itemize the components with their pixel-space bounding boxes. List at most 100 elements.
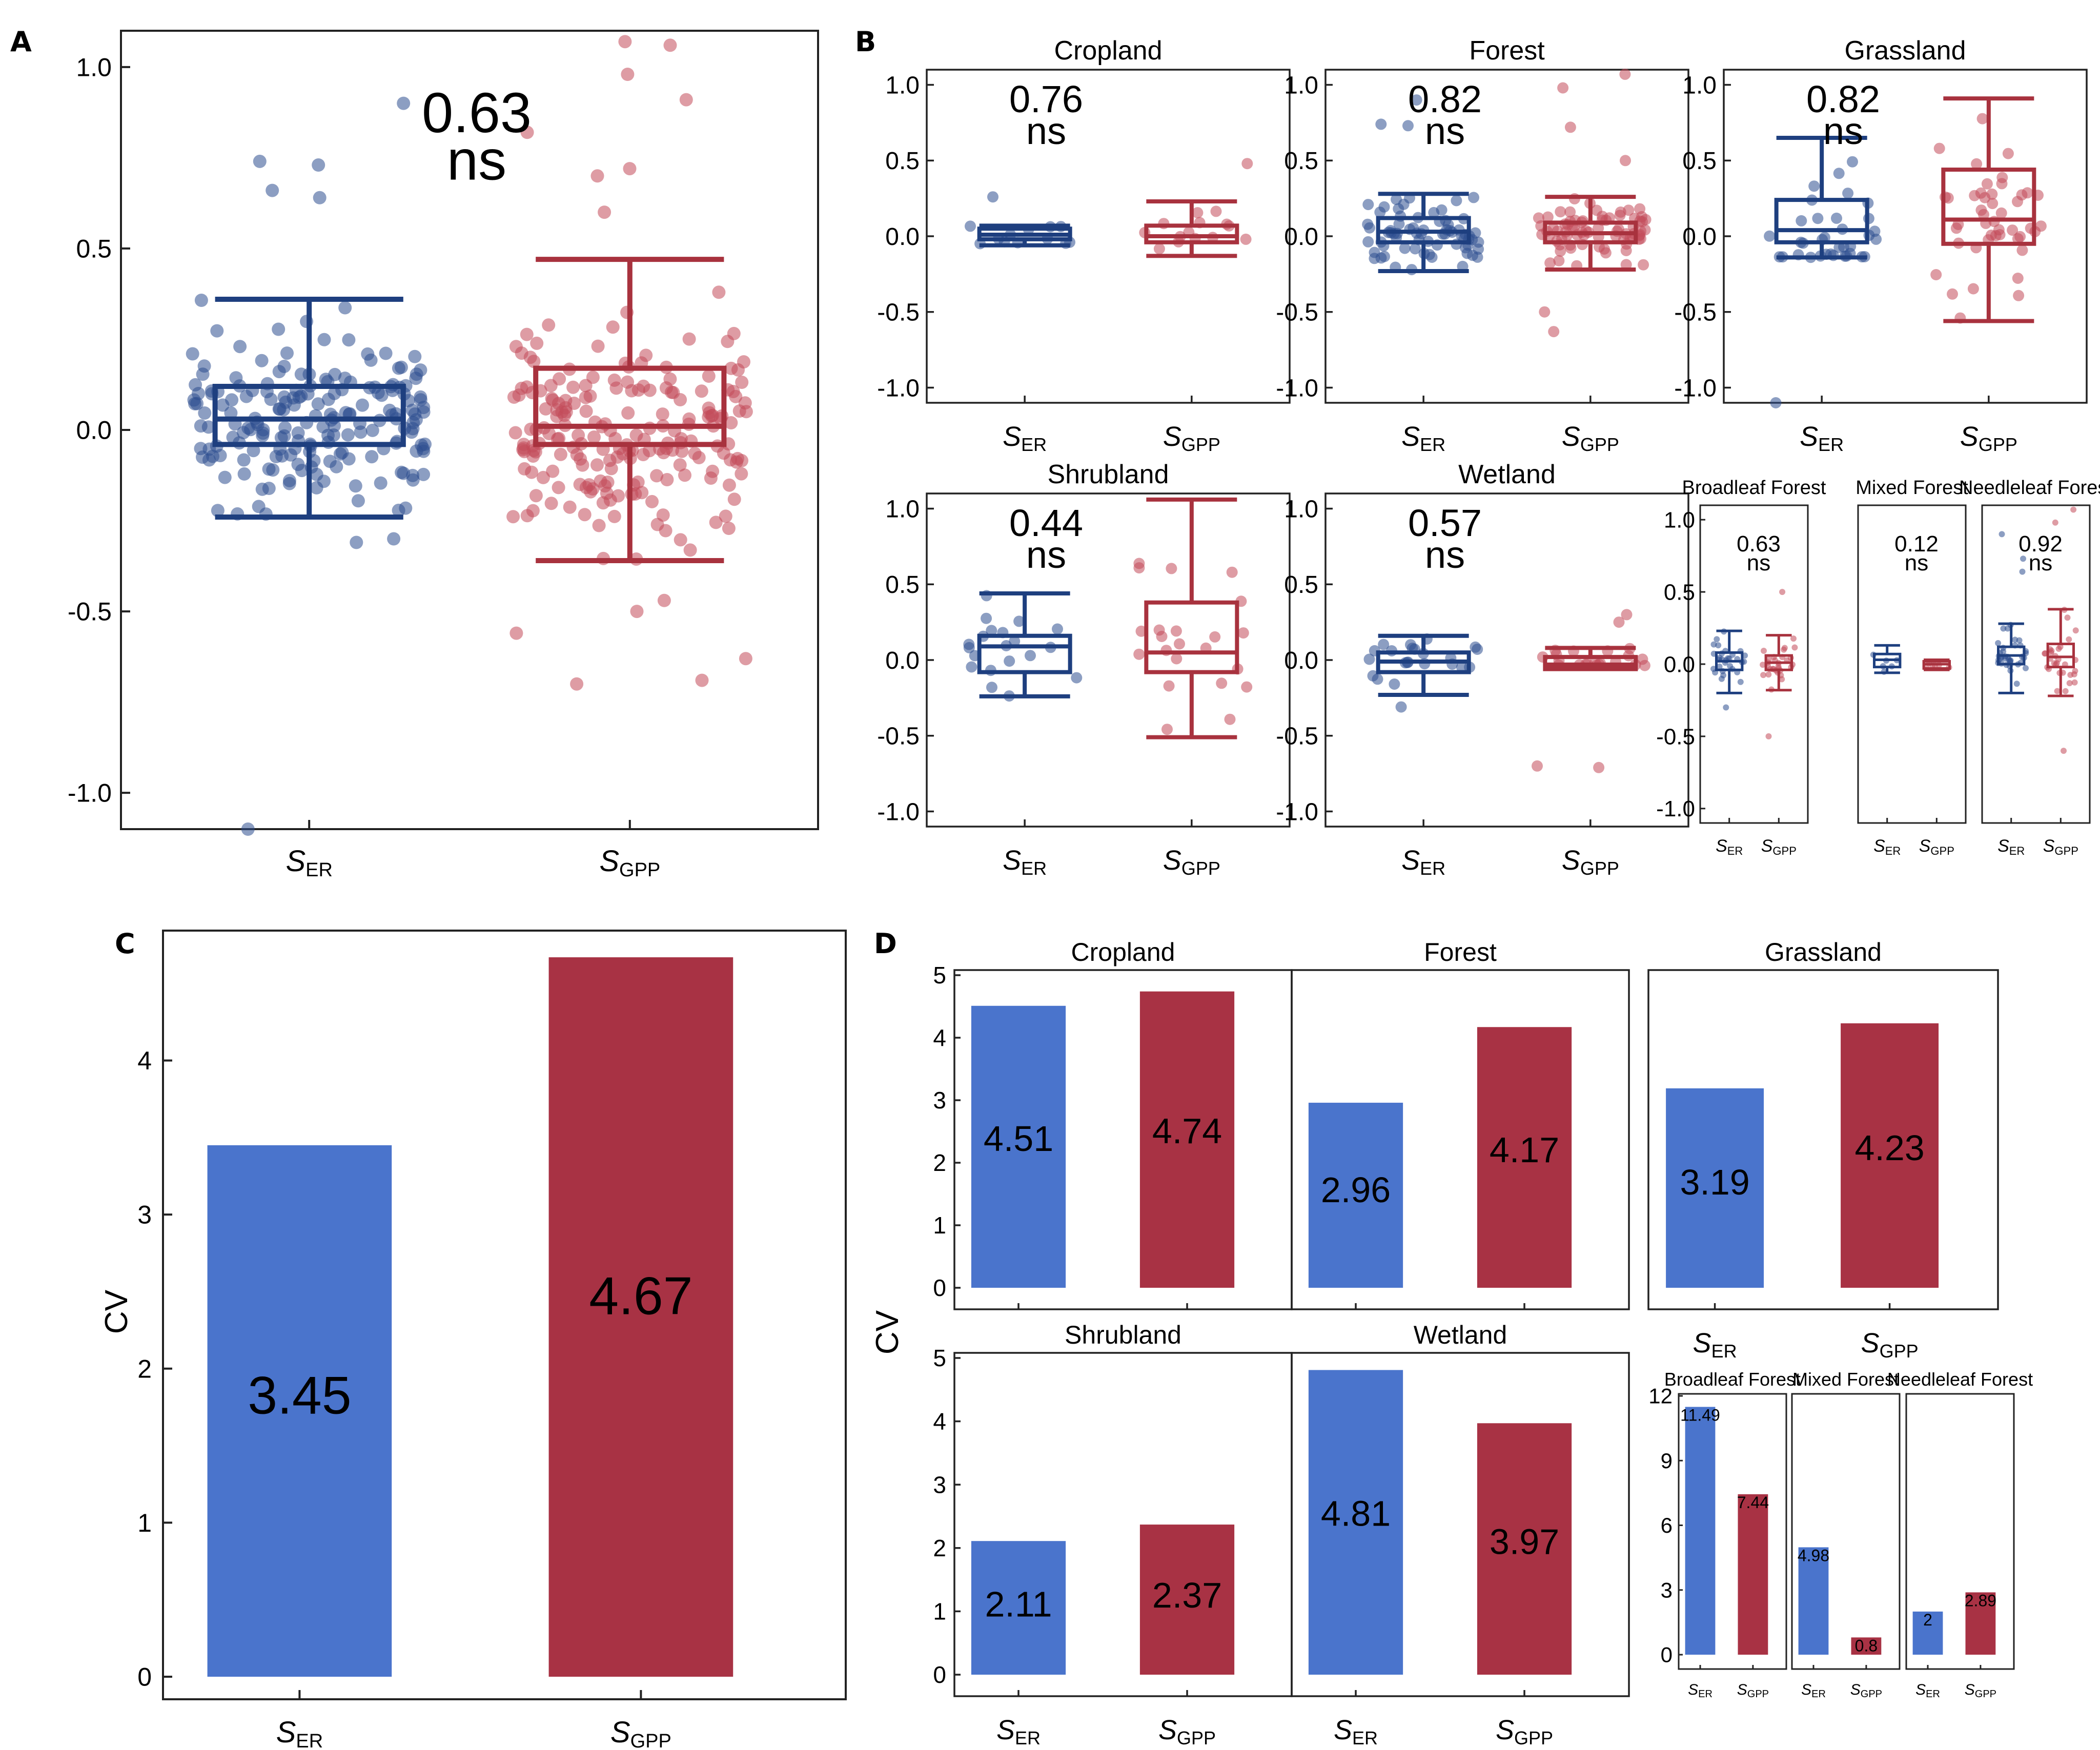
panel-a-point — [202, 453, 216, 467]
panel-b-inset-2-point — [2000, 625, 2007, 632]
panel-a-point — [365, 450, 379, 464]
panel-d-cropland-ytick-label: 3 — [933, 1087, 946, 1114]
panel-b-cropland-ytick-label: 0.0 — [885, 223, 920, 251]
panel-b-inset-1-frame — [1857, 504, 1967, 824]
panel-b-shrubland-point — [1237, 627, 1249, 639]
panel-a-point — [722, 522, 736, 535]
panel-b-inset-2-point — [2048, 649, 2054, 656]
panel-d-inset-2-xlabel-sub: ER — [1926, 1689, 1940, 1700]
panel-a-point — [237, 467, 251, 481]
panel-b-inset-1-xlabel-main: S — [1873, 836, 1885, 856]
panel-a-point — [272, 365, 286, 379]
panel-b-forest-point — [1369, 246, 1380, 258]
panel-a-point — [311, 397, 325, 411]
panel-b-forest-ytick-label: -1.0 — [1276, 375, 1318, 402]
panel-b-inset-0-pvalue: 0.63 — [1737, 531, 1781, 557]
panel-c-xlabel: SGPP — [610, 1716, 671, 1750]
panel-b-wetland-point — [1532, 760, 1543, 772]
panel-a-point — [397, 96, 411, 110]
panel-b-grassland-point — [1842, 188, 1854, 199]
panel-d-grassland-xlabel: SGPP — [1861, 1328, 1919, 1362]
panel-c-xlabel-main: S — [610, 1716, 630, 1749]
panel-b-grassland-point — [1987, 198, 1999, 210]
panel-b-shrubland-point — [1209, 631, 1221, 643]
panel-b-shrubland-point — [1161, 724, 1173, 735]
panel-b-wetland-point — [1395, 701, 1407, 713]
panel-a-point — [721, 335, 735, 348]
panel-a-point — [702, 406, 716, 420]
panel-d-wetland-xlabel: SER — [1334, 1715, 1378, 1748]
panel-d-inset-0-xlabel-sub: GPP — [1747, 1689, 1769, 1700]
panel-d-inset-1-frame — [1791, 1393, 1901, 1670]
panel-a-point — [621, 68, 635, 81]
panel-b-forest-point — [1544, 257, 1556, 269]
panel-d-inset-0-xlabel: SER — [1688, 1681, 1712, 1700]
panel-b-wetland-point — [1389, 678, 1400, 690]
panel-b-shrubland-point — [1163, 680, 1175, 692]
panel-b-grassland-ytick-label: -0.5 — [1674, 299, 1717, 326]
panel-a-point — [526, 449, 540, 463]
panel-b-inset-2-point — [2019, 568, 2026, 575]
panel-b-forest-point — [1399, 242, 1411, 254]
panel-a-point — [517, 438, 531, 451]
panel-a-point — [663, 38, 677, 52]
panel-b-inset-0-point — [1779, 676, 1785, 683]
panel-b-inset-2-point — [2054, 688, 2061, 694]
panel-b-inset-0-point — [1720, 672, 1727, 678]
panel-b-inset-2-point — [2071, 679, 2078, 686]
panel-b-grassland-point — [2012, 233, 2024, 244]
panel-b-grassland-point — [1831, 212, 1842, 224]
panel-d-grassland-xlabel: SER — [1693, 1328, 1737, 1362]
panel-a-point — [237, 453, 251, 467]
panel-d-ylabel: CV — [870, 1310, 905, 1354]
panel-a-point — [656, 407, 669, 421]
panel-label-d: D — [874, 928, 897, 960]
panel-a-point — [552, 481, 565, 495]
panel-a-point — [546, 464, 560, 478]
panel-b-grassland-significance: ns — [1823, 110, 1863, 152]
panel-b-grassland-point — [1808, 180, 1820, 192]
panel-b-shrubland-ytick-label: 0.0 — [885, 647, 920, 674]
panel-b-shrubland-ytick-label: 0.5 — [885, 571, 920, 599]
panel-a-point — [650, 518, 664, 531]
panel-a-xlabel: SER — [286, 845, 332, 881]
panel-d-forest-title: Forest — [1424, 938, 1497, 966]
panel-b-wetland-title: Wetland — [1458, 460, 1556, 489]
panel-b-grassland-point — [2012, 273, 2024, 284]
panel-a-point — [341, 428, 355, 442]
panel-b-cropland-title: Cropland — [1054, 36, 1162, 66]
panel-a-point — [576, 458, 589, 472]
panel-a-point — [526, 504, 540, 518]
panel-c-xlabel-sub: GPP — [630, 1731, 671, 1750]
panel-b-shrubland-xlabel-sub: ER — [1021, 858, 1047, 879]
panel-b-inset-0-point — [1760, 672, 1767, 678]
panel-b-cropland-xlabel-main: S — [1003, 421, 1021, 452]
panel-b-inset-2-xlabel-sub: GPP — [2054, 845, 2078, 857]
panel-a-point — [529, 489, 543, 503]
panel-b-inset-2-point — [2072, 627, 2079, 634]
panel-c-ylabel: CV — [99, 1289, 134, 1334]
panel-a-point — [196, 367, 210, 381]
panel-a-point — [272, 322, 286, 336]
panel-b-grassland-point — [2016, 244, 2028, 256]
panel-b-shrubland-point — [1216, 677, 1228, 689]
panel-b-inset-1-pvalue: 0.12 — [1894, 531, 1939, 557]
panel-a-point — [536, 470, 550, 484]
panel-a-point — [570, 677, 584, 691]
panel-b-wetland-xlabel-sub: GPP — [1580, 858, 1619, 879]
panel-a-point — [586, 482, 600, 496]
panel-b-wetland-point — [1593, 761, 1605, 773]
panel-a-ytick-label: 0.0 — [76, 416, 112, 445]
panel-b-inset-0-ytick-label: 1.0 — [1664, 508, 1695, 533]
panel-b-cropland-xlabel-sub: ER — [1021, 434, 1047, 455]
panel-a-point — [657, 593, 671, 607]
panel-d-shrubland-ytick-label: 3 — [933, 1471, 946, 1498]
panel-d-shrubland-ytick-label: 2 — [933, 1535, 946, 1561]
panel-a-point — [201, 420, 215, 434]
panel-b-shrubland-xlabel-sub: GPP — [1181, 858, 1220, 879]
panel-b-inset-0-point — [1775, 663, 1782, 670]
panel-b-forest-point — [1564, 121, 1576, 133]
panel-b-forest-point — [1472, 251, 1483, 263]
panel-b-shrubland-point — [1133, 648, 1145, 660]
